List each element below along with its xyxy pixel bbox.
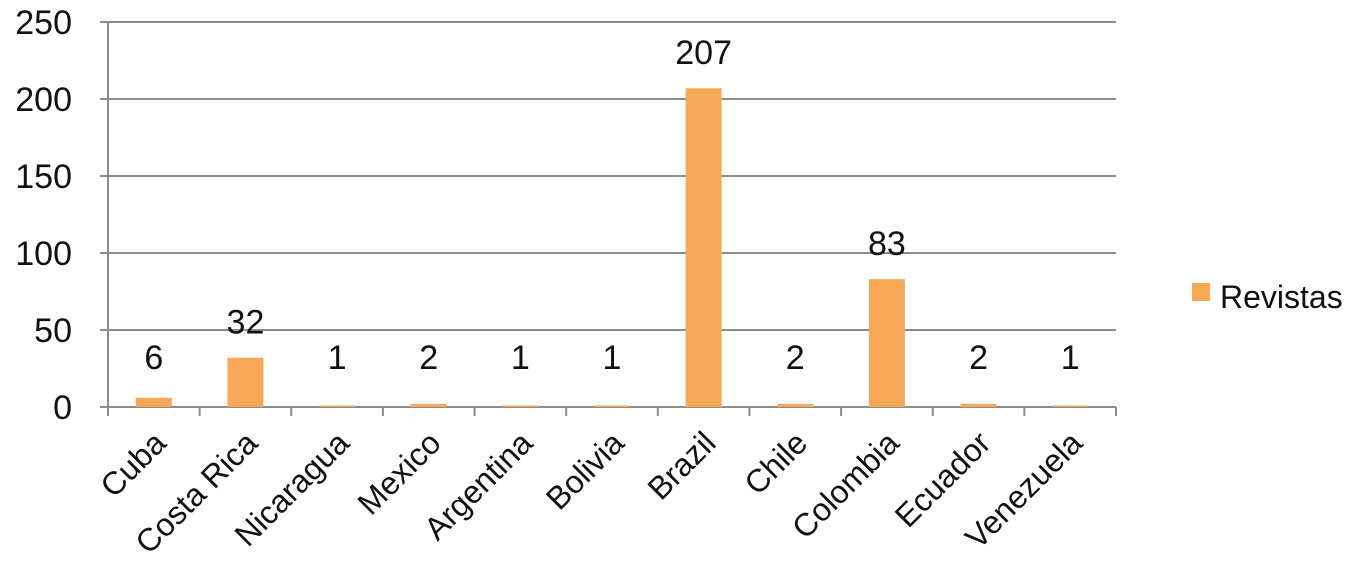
data-label: 1 [328,339,347,377]
bar-costa-rica [227,357,264,407]
bar-chile [777,403,814,407]
bars [135,88,1089,407]
y-tick-label: 100 [15,235,72,273]
bar-brazil [685,88,722,407]
bar-mexico [410,403,447,407]
gridlines [108,21,1116,331]
category-label: Bolivia [539,424,631,516]
y-tick-label: 200 [15,81,72,119]
data-label: 83 [868,225,906,263]
bar-colombia [868,279,905,407]
data-label: 1 [1061,339,1080,377]
data-label: 1 [603,339,622,377]
category-label: Chile [737,424,814,501]
data-label: 1 [511,339,530,377]
data-label: 2 [786,339,805,377]
bar-ecuador [960,403,997,407]
bar-argentina [502,405,539,407]
y-tick-label: 0 [53,389,72,427]
bar-venezuela [1052,405,1089,407]
data-label: 207 [675,34,732,72]
legend-swatch-revistas [1192,283,1210,301]
y-axis-tick-labels: 0 50 100 150 200 250 [15,4,72,427]
y-tick-label: 50 [34,312,72,350]
data-label: 2 [419,339,438,377]
y-tick-label: 250 [15,4,72,42]
legend-label-revistas: Revistas [1220,279,1343,315]
data-label: 6 [144,339,163,377]
category-label: Cuba [93,424,173,504]
category-label: Brazil [641,424,723,506]
y-tick-label: 150 [15,158,72,196]
bar-cuba [135,397,172,407]
bar-bolivia [594,405,630,407]
bar-nicaragua [319,405,356,407]
legend: Revistas [1192,279,1343,315]
data-labels: 6 32 1 2 1 1 207 2 83 2 1 [144,34,1079,377]
data-label: 32 [227,304,265,342]
data-label: 2 [969,339,988,377]
